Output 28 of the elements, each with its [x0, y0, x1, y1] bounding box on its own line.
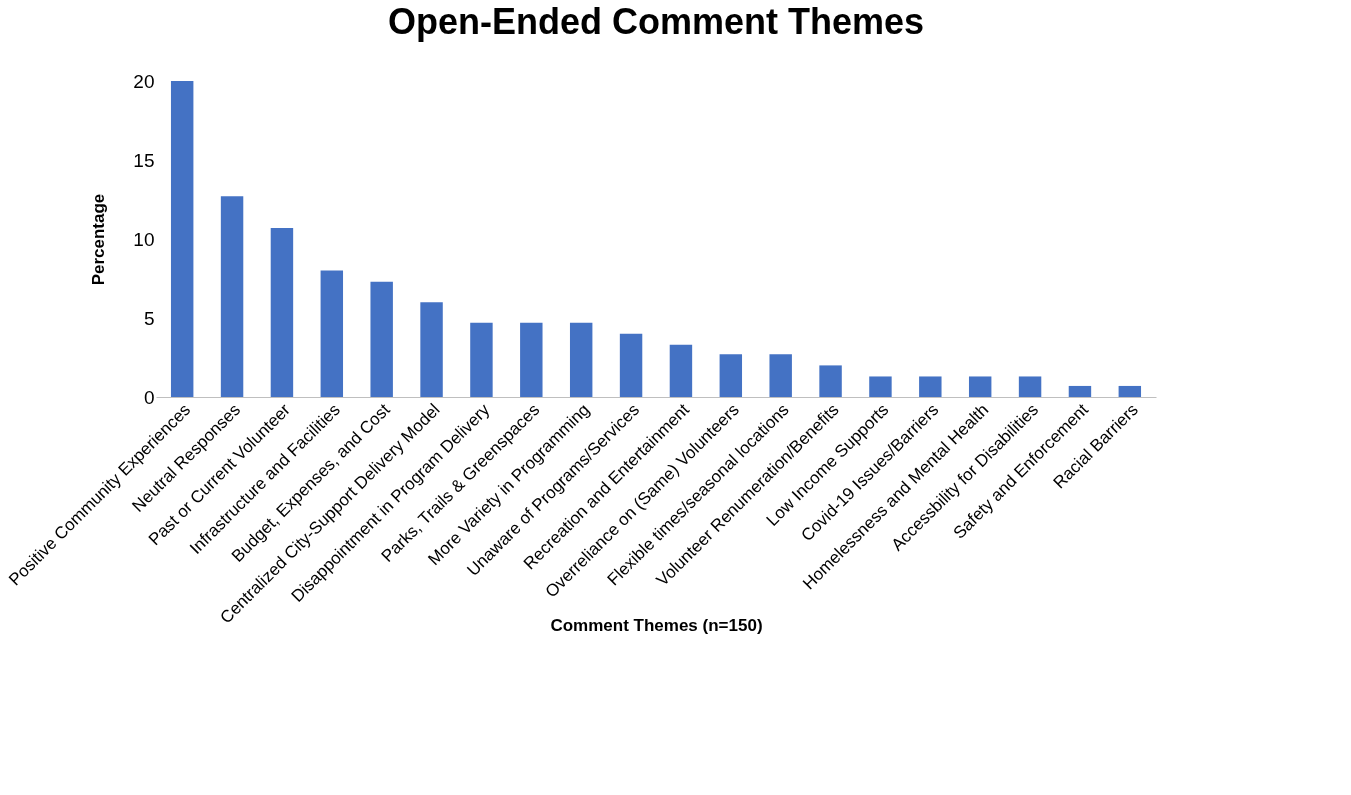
y-tick-label: 10 [133, 228, 155, 250]
bar [919, 376, 942, 397]
bar [220, 196, 244, 397]
bar [520, 322, 543, 397]
bar [669, 344, 693, 397]
bar [1068, 385, 1092, 397]
bar [320, 270, 344, 397]
y-tick-label: 0 [143, 386, 155, 408]
y-tick-label: 15 [133, 149, 155, 171]
bar [270, 227, 294, 397]
bar [569, 322, 593, 397]
y-tick-label: 20 [133, 70, 155, 92]
bar [470, 322, 493, 397]
chart-title: Open-Ended Comment Themes [387, 1, 925, 42]
bar [819, 365, 842, 397]
bar [370, 281, 393, 397]
bar [1018, 376, 1042, 397]
y-tick-label: 5 [143, 307, 155, 329]
bar [420, 302, 443, 397]
bar [170, 81, 194, 397]
y-axis-title: Percentage [89, 193, 109, 286]
bar [769, 354, 792, 397]
bar [1118, 385, 1142, 397]
bar [869, 376, 892, 397]
bar [968, 376, 992, 397]
x-axis-title: Comment Themes (n=150) [550, 615, 763, 635]
bar [619, 333, 643, 397]
bar [719, 354, 743, 397]
